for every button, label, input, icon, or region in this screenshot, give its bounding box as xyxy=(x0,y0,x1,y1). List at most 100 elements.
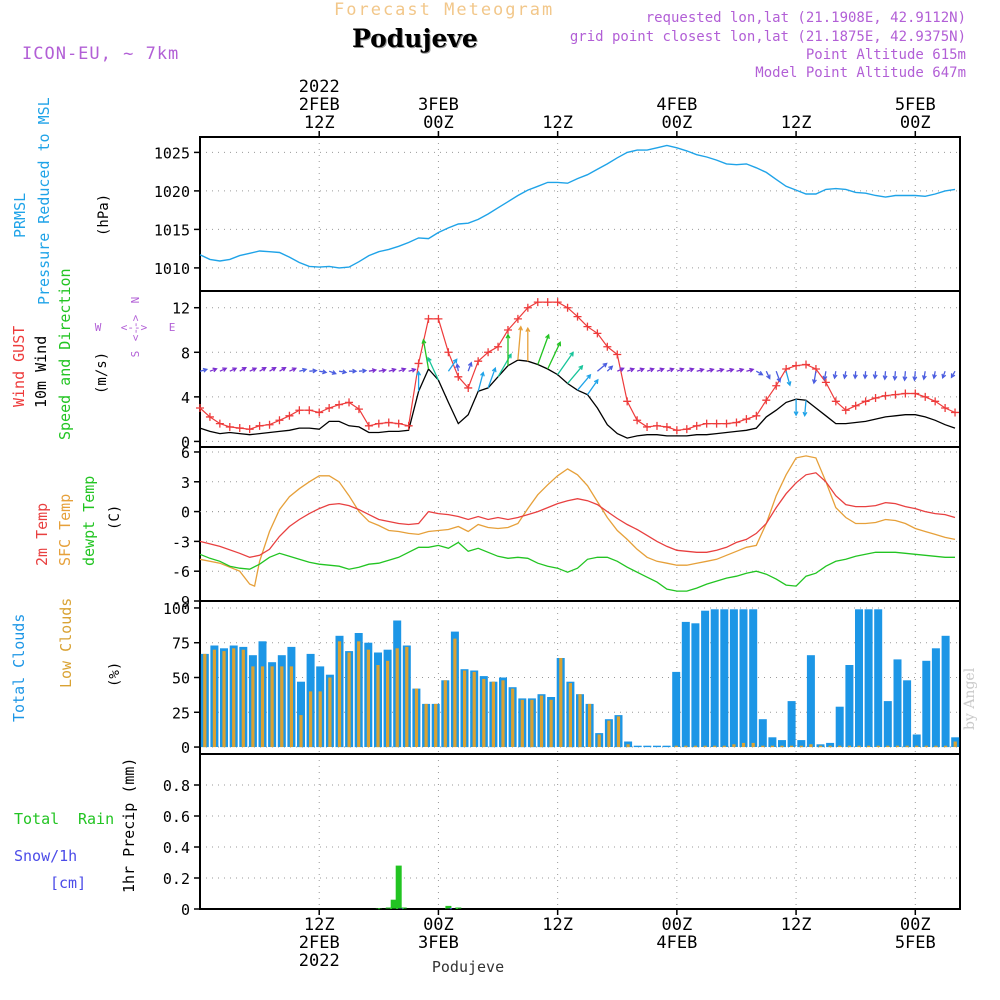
wind-direction-arrow xyxy=(596,362,608,372)
wind-gust-marker xyxy=(772,381,781,390)
wind-direction-arrow xyxy=(505,333,511,366)
wind-gust-marker xyxy=(523,303,532,312)
compass-ns-arrow: <--> xyxy=(129,314,142,341)
wind-gust-marker xyxy=(325,404,334,412)
wind-gust-marker xyxy=(533,298,542,307)
sfc-temp-line xyxy=(199,455,956,587)
label-ms: (m/s) xyxy=(94,352,110,394)
low-cloud-bar xyxy=(501,680,505,748)
wind-gust-marker xyxy=(543,298,552,307)
wind-gust-marker xyxy=(831,397,840,406)
wind-gust-marker xyxy=(931,397,940,406)
low-cloud-bar xyxy=(414,688,419,747)
wind-gust-marker xyxy=(265,420,274,429)
low-cloud-bar xyxy=(761,745,765,748)
y-tick-label: 1010 xyxy=(154,260,190,278)
wind-direction-arrow xyxy=(716,367,725,373)
label-1hr-precip: 1hr Precip (mm) xyxy=(120,758,138,893)
total-cloud-bar xyxy=(710,609,719,747)
clouds-panel: 0 25 50 75 100 xyxy=(163,600,961,757)
wind-direction-arrow xyxy=(368,368,378,374)
low-cloud-bar xyxy=(790,745,794,748)
total-cloud-bar xyxy=(672,671,681,747)
low-cloud-bar xyxy=(944,745,948,748)
low-cloud-bar xyxy=(424,703,428,747)
total-cloud-bar xyxy=(778,740,786,748)
total-cloud-bar xyxy=(720,609,729,747)
wind-direction-arrow xyxy=(932,371,937,380)
wind-gust-marker xyxy=(712,419,721,428)
wind-gust-marker xyxy=(841,406,850,415)
wind-direction-arrow xyxy=(822,371,828,381)
location-title: Podujeve xyxy=(352,24,478,53)
wind-gust-marker xyxy=(921,392,930,401)
wind-gust-marker xyxy=(494,342,503,351)
low-cloud-bar xyxy=(251,666,255,748)
wind-direction-arrow xyxy=(487,366,497,389)
wind-gust-marker xyxy=(692,421,701,430)
wind-direction-arrow xyxy=(706,367,715,373)
wind-direction-arrow xyxy=(617,367,625,372)
low-cloud-bar xyxy=(376,665,380,748)
total-cloud-bar xyxy=(681,621,690,748)
time-label-bottom: 12Z xyxy=(781,915,812,935)
wind-gust-marker xyxy=(503,326,512,334)
wind-direction-arrow xyxy=(666,367,675,373)
low-cloud-bar xyxy=(674,745,678,748)
wind-direction-arrow xyxy=(289,367,298,372)
temp-2m-line xyxy=(199,472,956,558)
label-hpa: (hPa) xyxy=(96,194,112,236)
low-cloud-bar xyxy=(722,745,726,748)
wind-direction-arrow xyxy=(557,351,574,375)
time-label-top: 12Z xyxy=(304,113,335,133)
low-cloud-bar xyxy=(693,745,697,748)
wind-gust-marker xyxy=(196,404,204,412)
wind-direction-arrow xyxy=(775,370,782,383)
total-cloud-bar xyxy=(864,609,873,747)
label-total-precip: Total xyxy=(14,810,59,828)
wind-direction-arrow xyxy=(328,370,337,375)
label-pressure-msl: Pressure Reduced to MSL xyxy=(35,97,53,305)
low-cloud-bar xyxy=(818,745,823,748)
wind-direction-arrow xyxy=(219,367,228,372)
rain-bar xyxy=(445,905,452,909)
wind-direction-arrow xyxy=(586,378,599,395)
compass-rose: N <--> S W <--> E xyxy=(95,297,176,358)
wind-gust-marker xyxy=(205,412,214,421)
wind-gust-marker xyxy=(315,408,324,417)
low-cloud-bar xyxy=(328,677,332,747)
total-cloud-bar xyxy=(633,745,642,748)
wind-gust-marker xyxy=(802,360,811,369)
wind-direction-arrow xyxy=(606,365,614,372)
wind-gust-marker xyxy=(295,406,304,415)
wind-gust-marker xyxy=(444,348,453,357)
y-tick-label: 0.4 xyxy=(163,839,190,857)
wind-gust-marker xyxy=(354,405,363,414)
wind-direction-arrow xyxy=(309,368,318,374)
low-cloud-bar xyxy=(309,691,313,747)
y-tick-label: 25 xyxy=(172,704,190,722)
time-label-bottom: 00Z xyxy=(662,915,693,935)
wind-gust-marker xyxy=(364,421,373,430)
rain-bar xyxy=(395,865,402,909)
total-cloud-bar xyxy=(931,648,940,748)
label-rain: Rain xyxy=(78,810,114,828)
total-cloud-bar xyxy=(816,744,825,748)
low-cloud-bar xyxy=(453,638,457,748)
low-cloud-bar xyxy=(741,742,746,748)
low-cloud-bar xyxy=(386,660,390,747)
wind-direction-arrow xyxy=(676,367,685,373)
low-cloud-bar xyxy=(539,695,544,748)
wind-gust-marker xyxy=(414,359,423,368)
wind-gust-marker xyxy=(484,348,493,357)
wind-gust-marker xyxy=(285,411,294,420)
wind-gust-marker xyxy=(225,422,234,431)
label-sfc-temp: SFC Temp xyxy=(56,494,74,566)
wind-direction-arrow xyxy=(686,367,695,373)
wind-direction-arrow xyxy=(455,362,461,372)
wind-gust-marker xyxy=(911,389,920,398)
wind-gust-marker xyxy=(424,314,433,323)
y-tick-label: 0 xyxy=(181,901,190,919)
wind-direction-arrow xyxy=(646,367,655,373)
low-cloud-bar xyxy=(405,646,409,747)
